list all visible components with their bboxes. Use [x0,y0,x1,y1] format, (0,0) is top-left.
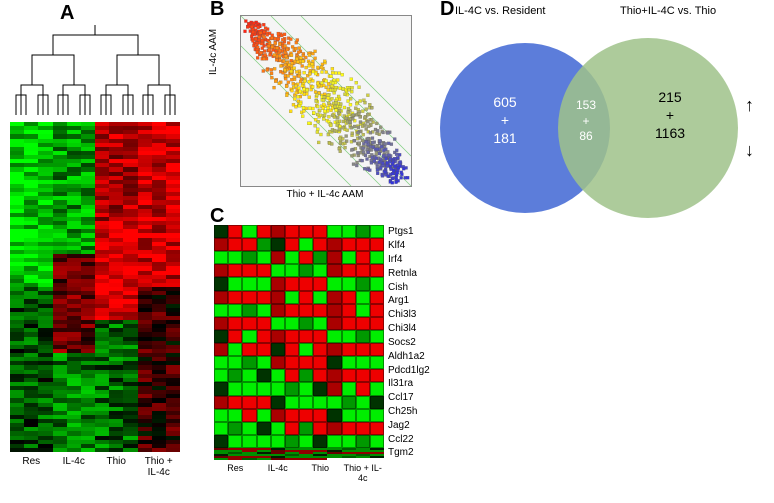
venn-right-values: 215 + 1163 [630,88,710,143]
gene-label: Ccl17 [388,392,430,403]
gene-label: Irf4 [388,254,430,265]
plus: + [501,112,509,128]
venn-right-up: 215 [658,89,681,105]
heatmap-a [10,122,180,452]
heatmap-c [214,225,384,460]
gene-label: Ptgs1 [388,226,430,237]
venn-overlap-down: 86 [579,129,592,143]
xlabel: Thio [95,456,138,478]
venn-left-values: 605 + 181 [470,93,540,148]
xlabel: IL-4c [53,456,96,478]
xlabel: IL-4c [257,463,300,483]
gene-label: Cish [388,282,430,293]
gene-label: Il31ra [388,378,430,389]
panel-c-xlabels: Res IL-4c Thio Thio + IL-4c [214,463,384,483]
gene-label: Tgm2 [388,447,430,458]
scatter-svg [241,16,411,186]
gene-label: Chi3l3 [388,309,430,320]
panel-d: IL-4C vs. Resident Thio+IL-4C vs. Thio 6… [440,5,770,255]
venn-title-left: IL-4C vs. Resident [455,5,545,17]
gene-label: Ccl22 [388,434,430,445]
xlabel: Res [10,456,53,478]
venn-left-up: 605 [493,94,516,110]
dendrogram [10,25,180,115]
xlabel: Thio + IL-4c [342,463,385,483]
gene-label: Aldh1a2 [388,351,430,362]
venn-left-down: 181 [493,130,516,146]
gene-label: Jag2 [388,420,430,431]
venn-arrows: ↑ ↓ [745,83,754,173]
venn-right-down: 1163 [655,125,685,141]
panel-b: IL-4c AAM Thio + IL-4c AAM [210,5,420,205]
plus: + [666,107,674,123]
arrow-down-icon: ↓ [745,140,754,160]
figure-root: A B C D Res IL-4c Thio Thio + [0,0,774,503]
xlabel: Thio [299,463,342,483]
panel-c: Ptgs1 Klf4 Irf4 Retnla Cish Arg1 Chi3l3 Chi3l4 S… [210,215,470,495]
gene-labels: Ptgs1 Klf4 Irf4 Retnla Cish Arg1 Chi3l3 Chi3l4 S… [388,225,430,460]
gene-label: Pdcd1lg2 [388,365,430,376]
scatter-xlabel: Thio + IL-4c AAM [240,189,410,200]
gene-label: Ch25h [388,406,430,417]
venn-overlap-values: 153 + 86 [563,98,609,145]
gene-label: Retnla [388,268,430,279]
xlabel: Thio + IL-4c [138,456,181,478]
panel-a-xlabels: Res IL-4c Thio Thio + IL-4c [10,456,180,478]
gene-label: Chi3l4 [388,323,430,334]
panel-a: Res IL-4c Thio Thio + IL-4c [10,25,200,485]
venn-overlap-up: 153 [576,98,596,112]
scatter-ylabel: IL-4c AAM [208,29,219,75]
scatter-plot [240,15,412,187]
gene-label: Klf4 [388,240,430,251]
gene-label: Socs2 [388,337,430,348]
xlabel: Res [214,463,257,483]
arrow-up-icon: ↑ [745,95,754,115]
gene-label: Arg1 [388,295,430,306]
venn-diagram: 605 + 181 153 + 86 215 + 1163 ↑ ↓ [440,23,760,243]
panel-label-a: A [60,2,74,25]
venn-title-right: Thio+IL-4C vs. Thio [620,5,716,17]
plus: + [582,114,589,128]
